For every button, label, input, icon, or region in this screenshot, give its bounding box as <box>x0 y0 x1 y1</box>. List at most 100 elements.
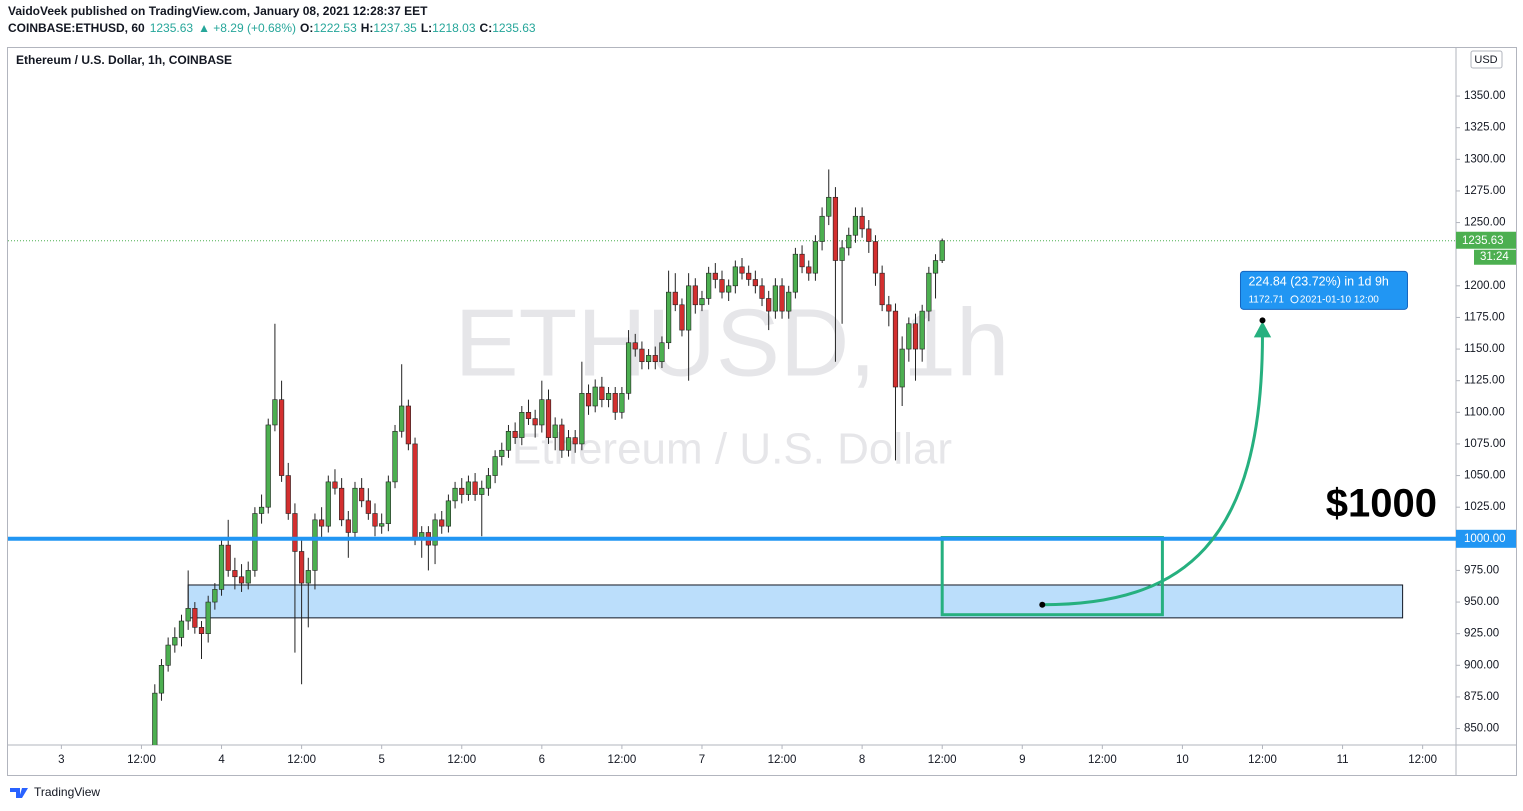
candle-body <box>625 342 632 394</box>
measure-end <box>1259 317 1266 324</box>
currency-box <box>1470 50 1503 69</box>
frame <box>7 47 1517 776</box>
candle-body <box>445 500 452 527</box>
candle-body <box>285 475 291 514</box>
candle-body <box>405 405 411 445</box>
candle-body <box>752 279 758 287</box>
y-tick-label: 975.00 <box>1464 564 1499 576</box>
candle-body <box>632 342 638 350</box>
y-tick-label: 1175.00 <box>1464 311 1505 323</box>
candle-body <box>879 272 885 306</box>
measure-label: 224.84 (23.72%) in 1d 9h <box>1248 275 1388 289</box>
candle-body <box>332 481 338 489</box>
candle-body <box>759 285 765 299</box>
candle-body <box>666 291 672 344</box>
candle-body <box>499 449 505 457</box>
countdown: 31:24 <box>1480 251 1509 263</box>
candle-body <box>806 266 812 274</box>
candle-body <box>686 285 692 331</box>
x-tick-label: 7 <box>699 754 705 766</box>
candle-body <box>252 513 258 571</box>
candle-body <box>232 570 238 578</box>
arrow-head <box>1253 321 1272 338</box>
candle-body <box>645 355 652 363</box>
candle-body <box>325 481 331 527</box>
candle-body <box>278 399 285 476</box>
candle-body <box>359 487 365 502</box>
candle-body <box>779 285 785 312</box>
ohlc-value: 1237.35 <box>373 21 417 35</box>
candle-body <box>579 393 585 445</box>
candle-body <box>218 544 225 590</box>
candle-body <box>379 523 385 527</box>
candle-body <box>305 570 311 584</box>
candle-body <box>299 551 305 584</box>
candle-body <box>158 665 165 694</box>
y-tick-label: 1100.00 <box>1464 406 1505 418</box>
candle-body <box>612 393 618 413</box>
publisher: VaidoVeek published on TradingView.com, … <box>8 4 428 18</box>
candle-body <box>185 608 191 622</box>
brand: TradingView <box>34 785 100 799</box>
candle-body <box>846 234 852 249</box>
y-tick-label: 1150.00 <box>1464 343 1505 355</box>
candle-body <box>559 424 565 451</box>
candle-body <box>178 620 185 638</box>
watermark-sub: Ethereum / U.S. Dollar <box>512 425 952 474</box>
x-tick-label: 6 <box>539 754 545 766</box>
candle-body <box>839 247 845 261</box>
candle-body <box>352 487 358 533</box>
candle-body <box>392 430 398 483</box>
ohlc-key: C: <box>480 21 493 35</box>
symbol: COINBASE:ETHUSD, 60 <box>8 21 145 35</box>
candle-body <box>926 272 932 312</box>
candle-body <box>512 430 518 438</box>
y-tick-label: 1325.00 <box>1464 122 1506 134</box>
candle-body <box>479 487 485 495</box>
candle-body <box>319 519 325 527</box>
x-tick-label: 12:00 <box>447 754 476 766</box>
candle-body <box>525 412 532 419</box>
hline-label-bg <box>1456 529 1516 548</box>
candle-body <box>165 644 171 666</box>
candle-body <box>372 513 378 527</box>
candle-body <box>712 272 718 280</box>
candle-body <box>619 393 625 413</box>
candle-body <box>886 304 892 312</box>
candle-body <box>265 424 271 508</box>
last-price-bg <box>1456 231 1516 249</box>
candle-body <box>385 481 391 524</box>
candle-body <box>719 279 725 293</box>
candle-body <box>639 348 645 363</box>
y-tick-label: 1300.00 <box>1464 153 1506 165</box>
x-tick-label: 12:00 <box>928 754 957 766</box>
candle-body <box>212 589 218 603</box>
candle-body <box>545 399 552 438</box>
ohlc-key: O: <box>300 21 313 35</box>
candle-body <box>852 215 859 236</box>
candle-body <box>258 506 265 514</box>
candle-body <box>365 500 371 514</box>
clock-icon <box>1290 295 1299 304</box>
quote-line: COINBASE:ETHUSD, 60 1235.63 ▲ +8.29 (+0.68… <box>8 21 536 35</box>
candle-body <box>826 196 832 217</box>
x-tick-label: 5 <box>378 754 384 766</box>
candle-body <box>652 355 658 363</box>
candle-body <box>792 253 798 293</box>
x-tick-label: 12:00 <box>1408 754 1437 766</box>
candle-body <box>339 487 345 521</box>
candle-body <box>505 430 512 451</box>
x-tick-label: 12:00 <box>1088 754 1117 766</box>
candle-body <box>799 253 805 268</box>
candle-body <box>659 342 665 363</box>
candle-body <box>939 240 945 261</box>
x-tick-label: 11 <box>1337 754 1349 766</box>
candle-body <box>192 608 198 628</box>
measure-label-bg <box>1239 270 1408 310</box>
footer: TradingView <box>10 785 100 799</box>
candle-body <box>906 323 912 350</box>
candle-body <box>919 310 925 350</box>
candle-body <box>465 481 472 495</box>
candle-body <box>592 386 598 407</box>
